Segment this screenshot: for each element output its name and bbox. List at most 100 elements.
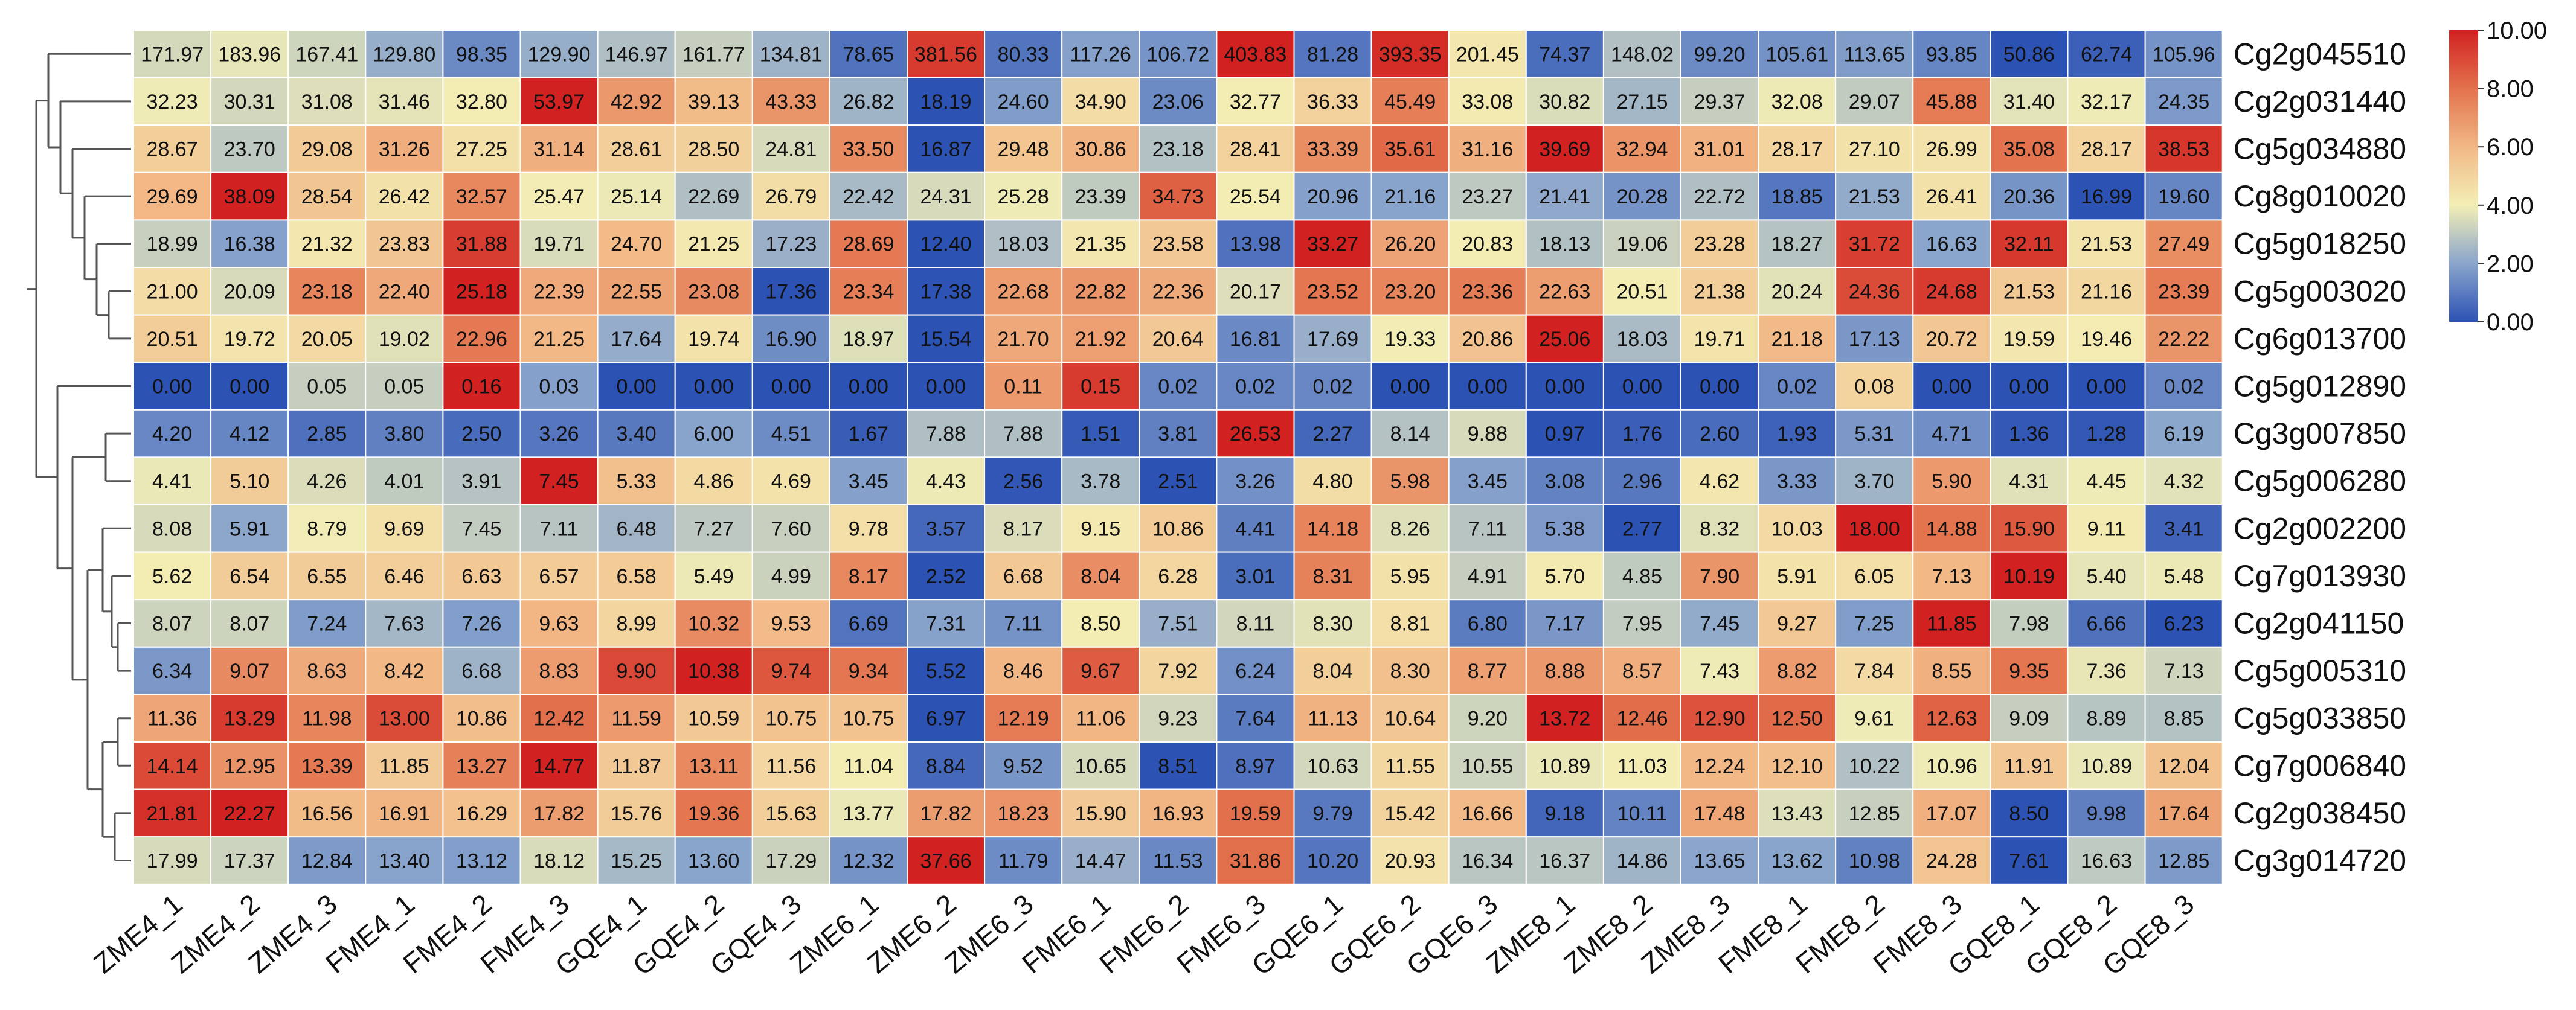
heatmap-cell [1758,409,1837,458]
cell-value-label: 13.12 [456,850,507,873]
cell-value-label: 7.88 [1003,423,1043,446]
cell-value-label: 16.29 [456,802,507,825]
cell-value-label: 11.53 [1153,850,1203,873]
cell-value-label: 2.27 [1313,423,1353,446]
cell-value-label: 18.19 [920,91,971,113]
heatmap-cell [674,77,753,126]
cell-value-label: 17.64 [611,328,662,351]
cell-value-label: 0.00 [1932,376,1971,398]
heatmap-cell [1912,788,1991,838]
heatmap-cell [1448,409,1527,458]
heatmap-cell [2144,267,2223,316]
cell-value-label: 3.78 [1081,470,1120,493]
cell-value-label: 1.76 [1622,423,1662,446]
cell-value-label: 5.62 [152,565,192,588]
heatmap-cell [365,267,444,316]
cell-value-label: 8.51 [1158,755,1198,778]
cell-value-label: 29.48 [998,138,1049,161]
heatmap-cell [829,788,908,838]
cell-value-label: 17.38 [920,280,971,303]
cell-value-label: 8.50 [1081,613,1120,636]
cell-value-label: 10.64 [1384,708,1436,730]
heatmap-cell [133,409,212,458]
cell-value-label: 1.93 [1777,423,1817,446]
heatmap-cell [1061,836,1140,885]
cell-value-label: 0.02 [2164,376,2204,398]
heatmap-cell [2144,741,2223,790]
cell-value-label: 31.46 [379,91,430,113]
cell-value-label: 0.08 [1854,376,1894,398]
cell-value-label: 8.08 [152,517,192,540]
cell-value-label: 23.28 [1694,233,1746,256]
heatmap-cell [1061,551,1140,601]
cell-value-label: 20.17 [1230,280,1281,303]
cell-value-label: 4.20 [152,423,192,446]
cell-value-label: 35.08 [2003,138,2055,161]
color-legend: 10.00 8.00 6.00 4.00 2.00 0.00 [2449,18,2547,336]
cell-value-label: 20.28 [1616,185,1668,208]
cell-value-label: 5.90 [1932,470,1971,493]
row-label: Cg5g012890 [2234,369,2406,403]
cell-value-label: 11.04 [844,755,894,778]
cell-value-label: 8.85 [2164,708,2204,730]
heatmap-cell [1216,267,1295,316]
heatmap-cell [1602,788,1681,838]
cell-value-label: 2.50 [461,423,501,446]
cell-value-label: 10.55 [1462,755,1513,778]
cell-value-label: 7.43 [1700,660,1739,683]
heatmap-cell [1680,504,1759,553]
heatmap-cell [1370,456,1450,506]
heatmap-cell [210,788,289,838]
heatmap-cell [829,30,908,78]
cell-value-label: 9.74 [771,660,811,683]
heatmap-cell [1758,77,1837,126]
cell-value-label: 38.09 [224,185,275,208]
heatmap-cell [2144,694,2223,743]
heatmap-cell [1061,267,1140,316]
legend-tick-label: 2.00 [2487,251,2534,277]
cell-value-label: 16.56 [301,802,353,825]
cell-value-label: 0.00 [1545,376,1585,398]
cell-value-label: 12.32 [843,850,894,873]
cell-value-label: 24.81 [765,138,817,161]
heatmap-cell [1370,171,1450,221]
cell-value-label: 16.99 [2081,185,2132,208]
heatmap-cell [1370,741,1450,790]
cell-value-label: 4.32 [2164,470,2204,493]
cell-value-label: 42.92 [611,91,662,113]
cell-value-label: 13.60 [688,850,739,873]
cell-value-label: 28.17 [2081,138,2132,161]
heatmap-cell [1525,171,1604,221]
cell-value-label: 8.55 [1932,660,1971,683]
heatmap-cell [2067,599,2146,648]
cell-value-label: 21.32 [301,233,353,256]
heatmap-cell [1448,124,1527,173]
heatmap-cell [1990,124,2069,173]
heatmap-cell [287,551,367,601]
heatmap-cell [984,646,1063,695]
cell-value-label: 0.03 [539,376,579,398]
cell-value-label: 4.80 [1313,470,1353,493]
heatmap-cell [365,30,444,78]
cell-value-label: 4.99 [771,565,811,588]
cell-value-label: 53.97 [533,91,585,113]
cell-value-label: 21.16 [2081,280,2132,303]
heatmap-cell [907,219,986,268]
heatmap-cell [1061,124,1140,173]
heatmap-cell [1139,504,1218,553]
cell-value-label: 10.32 [688,613,739,636]
cell-value-label: 22.63 [1539,280,1590,303]
heatmap-cell [907,456,986,506]
heatmap-cell [907,551,986,601]
heatmap-cell [1990,30,2069,78]
heatmap-cell [133,694,212,743]
heatmap-cell [1370,646,1450,695]
heatmap-cell [519,694,599,743]
heatmap-cell [1602,171,1681,221]
cell-value-label: 7.11 [540,517,579,540]
color-legend-bar [2449,30,2478,322]
heatmap-cell [751,456,830,506]
cell-value-label: 6.58 [617,565,657,588]
cell-value-label: 8.50 [2009,802,2049,825]
